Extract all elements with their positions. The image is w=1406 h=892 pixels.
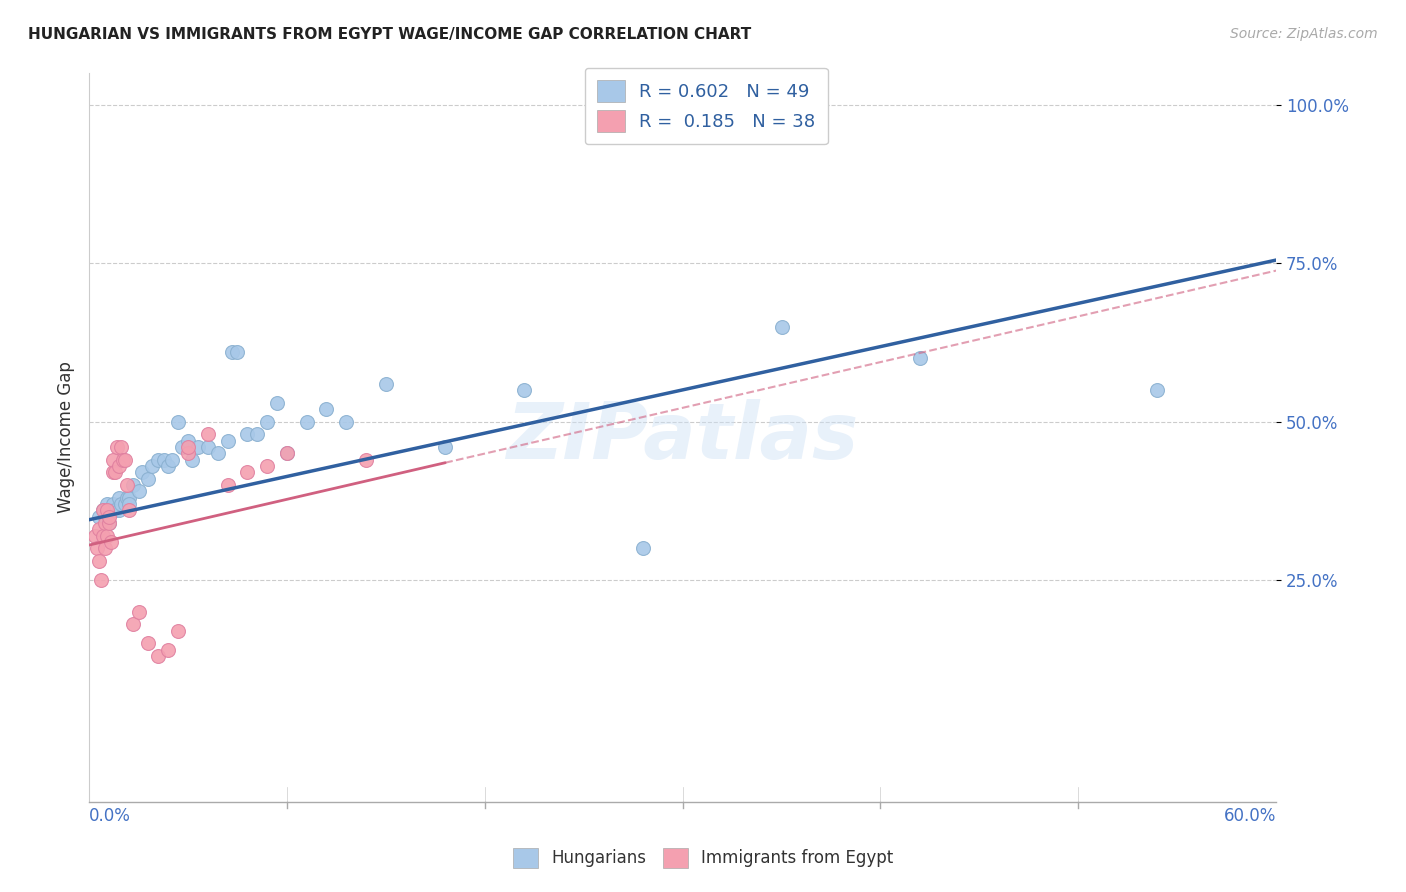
Point — [110, 497, 132, 511]
Point — [97, 516, 120, 530]
Point — [170, 440, 193, 454]
Point — [187, 440, 209, 454]
Point — [87, 522, 110, 536]
Point — [160, 452, 183, 467]
Point — [513, 383, 536, 397]
Point — [107, 458, 129, 473]
Point — [246, 427, 269, 442]
Point — [97, 503, 120, 517]
Text: 60.0%: 60.0% — [1223, 806, 1277, 824]
Point — [110, 440, 132, 454]
Text: 0.0%: 0.0% — [89, 806, 131, 824]
Point — [236, 427, 259, 442]
Point — [148, 452, 170, 467]
Point — [354, 452, 377, 467]
Point — [177, 446, 200, 460]
Legend: Hungarians, Immigrants from Egypt: Hungarians, Immigrants from Egypt — [506, 841, 900, 875]
Point — [167, 624, 190, 638]
Point — [207, 446, 229, 460]
Point — [276, 446, 298, 460]
Point — [908, 351, 931, 366]
Point — [87, 509, 110, 524]
Point — [138, 636, 160, 650]
Point — [94, 509, 117, 524]
Point — [114, 452, 136, 467]
Point — [181, 452, 204, 467]
Point — [226, 345, 249, 359]
Point — [217, 478, 239, 492]
Point — [221, 345, 243, 359]
Point — [128, 605, 150, 619]
Point — [131, 465, 153, 479]
Point — [84, 528, 107, 542]
Point — [101, 452, 124, 467]
Point — [631, 541, 654, 556]
Point — [266, 395, 288, 409]
Point — [107, 491, 129, 505]
Point — [138, 472, 160, 486]
Point — [121, 478, 143, 492]
Point — [104, 465, 127, 479]
Point — [91, 528, 114, 542]
Point — [117, 497, 139, 511]
Point — [101, 497, 124, 511]
Point — [256, 458, 278, 473]
Text: HUNGARIAN VS IMMIGRANTS FROM EGYPT WAGE/INCOME GAP CORRELATION CHART: HUNGARIAN VS IMMIGRANTS FROM EGYPT WAGE/… — [28, 27, 751, 42]
Point — [121, 617, 143, 632]
Point — [97, 509, 120, 524]
Point — [148, 648, 170, 663]
Point — [87, 554, 110, 568]
Point — [256, 415, 278, 429]
Point — [295, 415, 318, 429]
Point — [107, 503, 129, 517]
Point — [197, 427, 219, 442]
Point — [197, 440, 219, 454]
Point — [335, 415, 357, 429]
Point — [177, 440, 200, 454]
Point — [434, 440, 457, 454]
Point — [94, 516, 117, 530]
Point — [167, 415, 190, 429]
Point — [157, 458, 180, 473]
Point — [115, 491, 138, 505]
Point — [770, 319, 793, 334]
Point — [90, 573, 112, 587]
Point — [101, 465, 124, 479]
Point — [97, 516, 120, 530]
Text: ZIPatlas: ZIPatlas — [506, 400, 859, 475]
Point — [96, 497, 118, 511]
Point — [96, 503, 118, 517]
Point — [236, 465, 259, 479]
Point — [177, 434, 200, 448]
Point — [100, 535, 122, 549]
Point — [115, 478, 138, 492]
Legend: R = 0.602   N = 49, R =  0.185   N = 38: R = 0.602 N = 49, R = 0.185 N = 38 — [585, 68, 828, 145]
Point — [141, 458, 163, 473]
Point — [128, 484, 150, 499]
Point — [91, 503, 114, 517]
Y-axis label: Wage/Income Gap: Wage/Income Gap — [58, 361, 75, 513]
Point — [94, 541, 117, 556]
Text: Source: ZipAtlas.com: Source: ZipAtlas.com — [1230, 27, 1378, 41]
Point — [276, 446, 298, 460]
Point — [117, 491, 139, 505]
Point — [91, 503, 114, 517]
Point — [153, 452, 176, 467]
Point — [315, 401, 337, 416]
Point — [86, 541, 108, 556]
Point — [217, 434, 239, 448]
Point — [111, 452, 134, 467]
Point — [1146, 383, 1168, 397]
Point — [105, 440, 128, 454]
Point — [104, 503, 127, 517]
Point — [117, 503, 139, 517]
Point — [157, 642, 180, 657]
Point — [114, 497, 136, 511]
Point — [374, 376, 396, 391]
Point — [96, 528, 118, 542]
